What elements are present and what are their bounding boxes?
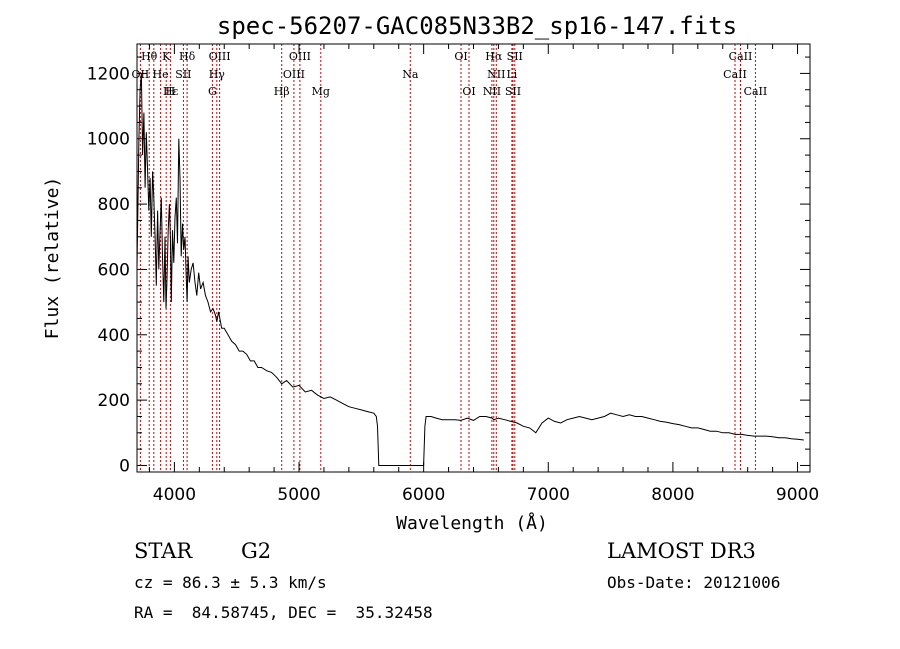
- x-axis: 4000 5000 6000 7000 8000 9000: [148, 44, 819, 505]
- marker-label: OIII: [209, 50, 231, 63]
- marker-label: OII: [132, 68, 150, 81]
- marker-label: CaII: [723, 68, 747, 81]
- marker-label: Na: [402, 68, 419, 81]
- marker-label: G: [208, 85, 217, 98]
- marker-label: Hα: [485, 50, 503, 63]
- marker-label: Hε: [163, 85, 179, 98]
- marker-label: Li: [506, 68, 517, 81]
- marker-label: OIII: [283, 68, 305, 81]
- object-subclass: G2: [241, 539, 272, 563]
- marker-label: He: [153, 68, 169, 81]
- y-tick-label: 400: [98, 326, 130, 346]
- marker-label: Hβ: [274, 85, 290, 98]
- marker-label: SII: [507, 50, 523, 63]
- observation-date: Obs-Date: 20121006: [607, 573, 781, 592]
- redshift-value: cz = 86.3 ± 5.3 km/s: [134, 573, 327, 592]
- marker-label: NII: [487, 68, 505, 81]
- x-tick-label: 6000: [402, 485, 445, 505]
- emission-line-markers: [139, 44, 756, 472]
- y-tick-label: 1000: [87, 130, 130, 150]
- spectrum-line: [136, 73, 804, 466]
- y-axis-label: Flux (relative): [42, 177, 63, 340]
- marker-label: H: [166, 85, 176, 98]
- y-axis: 0 200 400 600 800 1000 1200: [87, 56, 810, 476]
- y-tick-label: 600: [98, 260, 130, 280]
- marker-label: OI: [454, 50, 467, 63]
- chart-title: spec-56207-GAC085N33B2_sp16-147.fits: [217, 12, 737, 40]
- marker-label: OIII: [289, 50, 311, 63]
- x-tick-label: 9000: [776, 485, 819, 505]
- emission-line-labels: Hθ K Hδ OIII OIII OI Hα SII CaII OII He SII Hγ OIII Na…: [132, 50, 768, 98]
- marker-label: NII: [483, 85, 501, 98]
- marker-label: Hδ: [179, 50, 196, 63]
- marker-label: Hθ: [141, 50, 158, 63]
- marker-label: CaII: [729, 50, 753, 63]
- x-tick-label: 8000: [651, 485, 694, 505]
- x-tick-label: 4000: [153, 485, 196, 505]
- x-tick-label: 5000: [277, 485, 320, 505]
- marker-label: SII: [175, 68, 191, 81]
- y-tick-label: 0: [119, 456, 130, 476]
- plot-frame: [136, 43, 811, 473]
- y-tick-label: 1200: [87, 64, 130, 84]
- marker-label: SII: [505, 85, 521, 98]
- object-class: STAR: [134, 539, 193, 563]
- survey-name: LAMOST DR3: [607, 539, 756, 563]
- marker-label: OI: [462, 85, 475, 98]
- marker-label: Hγ: [209, 68, 226, 81]
- marker-label: K: [162, 50, 171, 63]
- y-tick-label: 800: [98, 195, 130, 215]
- y-tick-label: 200: [98, 391, 130, 411]
- marker-label: CaII: [744, 85, 768, 98]
- coordinates: RA = 84.58745, DEC = 35.32458: [134, 603, 433, 622]
- x-axis-label: Wavelength (Å): [396, 512, 548, 534]
- marker-label: Mg: [312, 85, 330, 98]
- x-tick-label: 7000: [527, 485, 570, 505]
